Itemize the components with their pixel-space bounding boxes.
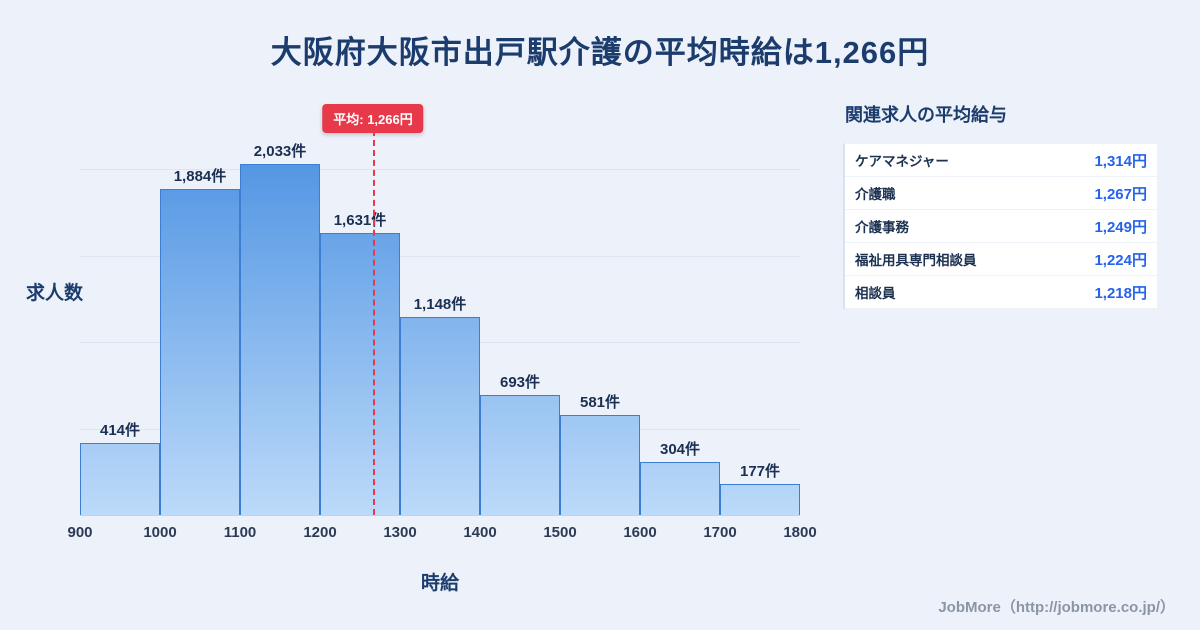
salary-row-value: 1,218円 — [1094, 284, 1147, 302]
bar-value-label: 414件 — [99, 422, 141, 439]
bar-value-label: 693件 — [499, 374, 541, 391]
bar-value-label: 1,631件 — [333, 212, 387, 229]
salary-row: ケアマネジャー 1,314円 — [845, 144, 1157, 177]
x-tick-label: 1000 — [143, 524, 177, 541]
histogram-bar — [160, 189, 240, 515]
histogram-bar — [320, 233, 400, 515]
bar-value-label: 1,148件 — [413, 296, 467, 313]
x-tick-label: 1300 — [383, 524, 417, 541]
bar-value-label: 304件 — [659, 441, 701, 458]
bar-value-label: 2,033件 — [253, 143, 307, 160]
histogram-bar — [400, 317, 480, 515]
histogram-bar — [560, 415, 640, 515]
salary-row-label: ケアマネジャー — [855, 154, 949, 169]
x-tick-label: 1700 — [703, 524, 737, 541]
salary-row-value: 1,314円 — [1094, 152, 1147, 170]
histogram-bar — [80, 443, 160, 515]
y-axis-label: 求人数 — [26, 283, 84, 304]
salary-row-label: 介護職 — [855, 187, 896, 202]
salary-row-label: 介護事務 — [855, 220, 909, 235]
salary-row: 相談員 1,218円 — [845, 276, 1157, 309]
x-tick-label: 1200 — [303, 524, 337, 541]
x-tick-label: 1500 — [543, 524, 577, 541]
salary-row-value: 1,224円 — [1094, 251, 1147, 269]
average-line — [373, 130, 375, 515]
x-tick-label: 1600 — [623, 524, 657, 541]
page-title: 大阪府大阪市出戸駅介護の平均時給は1,266円 — [270, 35, 930, 70]
x-tick-label: 1800 — [783, 524, 817, 541]
salary-row: 福祉用具専門相談員 1,224円 — [845, 243, 1157, 276]
bar-value-label: 177件 — [739, 463, 781, 480]
x-axis-label: 時給 — [420, 573, 459, 594]
histogram-bar — [720, 484, 800, 515]
histogram-bar — [640, 462, 720, 515]
salary-row-value: 1,267円 — [1094, 185, 1147, 203]
bar-value-label: 1,884件 — [173, 168, 227, 185]
x-axis-line — [80, 515, 800, 516]
gridline — [80, 256, 800, 257]
bar-value-label: 581件 — [579, 394, 621, 411]
gridline — [80, 169, 800, 170]
x-tick-label: 900 — [67, 524, 93, 541]
salary-row-label: 福祉用具専門相談員 — [855, 253, 977, 268]
average-badge: 平均: 1,266円 — [322, 104, 424, 133]
salary-row: 介護職 1,267円 — [845, 177, 1157, 210]
histogram-bar — [240, 164, 320, 515]
salary-row-label: 相談員 — [855, 286, 896, 301]
salary-row-value: 1,249円 — [1094, 218, 1147, 236]
side-panel-title: 関連求人の平均給与 — [845, 105, 1007, 125]
related-salary-table: ケアマネジャー 1,314円介護職 1,267円介護事務 1,249円福祉用具専門相談… — [843, 143, 1157, 309]
x-tick-label: 1100 — [223, 524, 257, 541]
site-credit: JobMore（http://jobmore.co.jp/） — [938, 599, 1175, 616]
histogram-bar — [480, 395, 560, 515]
salary-row: 介護事務 1,249円 — [845, 210, 1157, 243]
x-tick-label: 1400 — [463, 524, 497, 541]
